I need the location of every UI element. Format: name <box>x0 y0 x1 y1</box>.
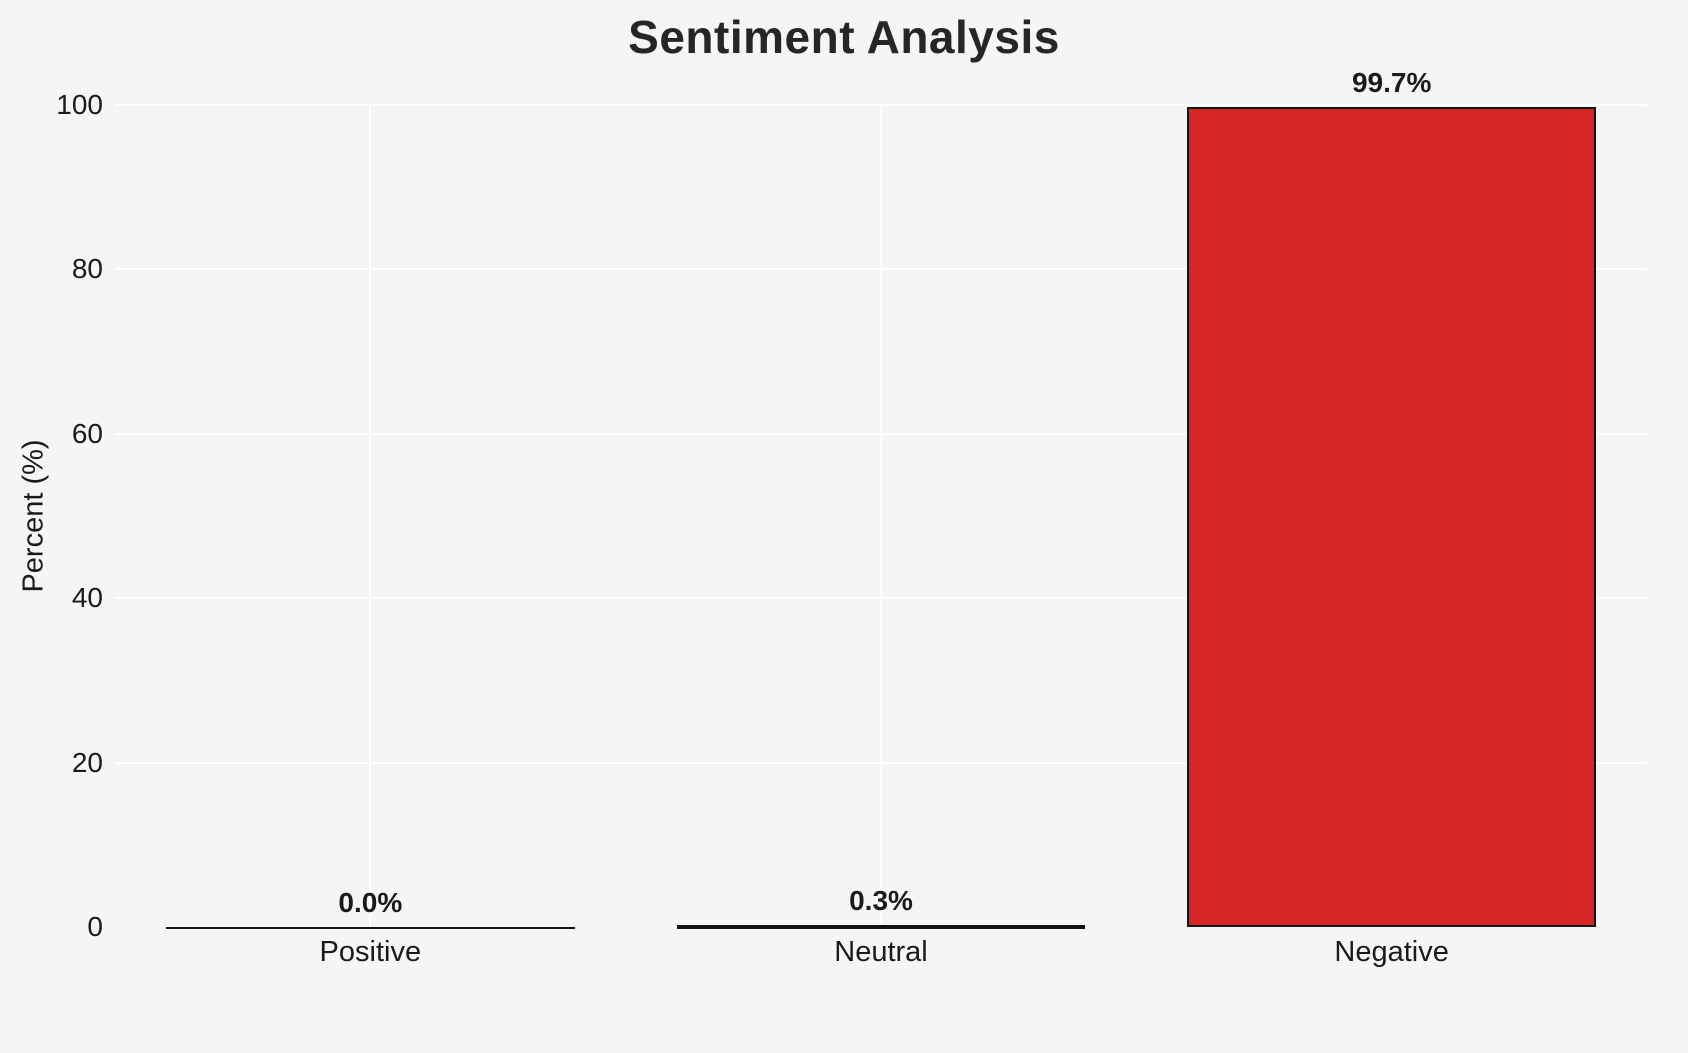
chart-title: Sentiment Analysis <box>628 11 1060 63</box>
bar-negative <box>1187 107 1596 927</box>
v-gridline <box>880 105 882 927</box>
x-tick-label-neutral: Neutral <box>834 936 928 968</box>
bar-neutral <box>676 924 1086 929</box>
y-tick-label: 0 <box>87 911 103 942</box>
y-tick-label: 40 <box>71 582 103 614</box>
bar-value-label-positive: 0.0% <box>338 887 403 918</box>
y-tick-label: 100 <box>56 89 103 120</box>
bar-positive <box>166 927 575 929</box>
y-axis-label: Percent (%) <box>17 439 50 593</box>
bar-value-label-negative: 99.7% <box>1351 67 1432 99</box>
y-tick-label: 20 <box>71 746 103 778</box>
y-tick-label: 60 <box>71 417 103 449</box>
v-gridline <box>369 105 372 927</box>
x-tick-label-negative: Negative <box>1334 936 1449 968</box>
bar-value-label-neutral: 0.3% <box>849 884 913 916</box>
y-tick-label: 80 <box>71 253 103 285</box>
x-tick-label-positive: Positive <box>319 936 422 968</box>
